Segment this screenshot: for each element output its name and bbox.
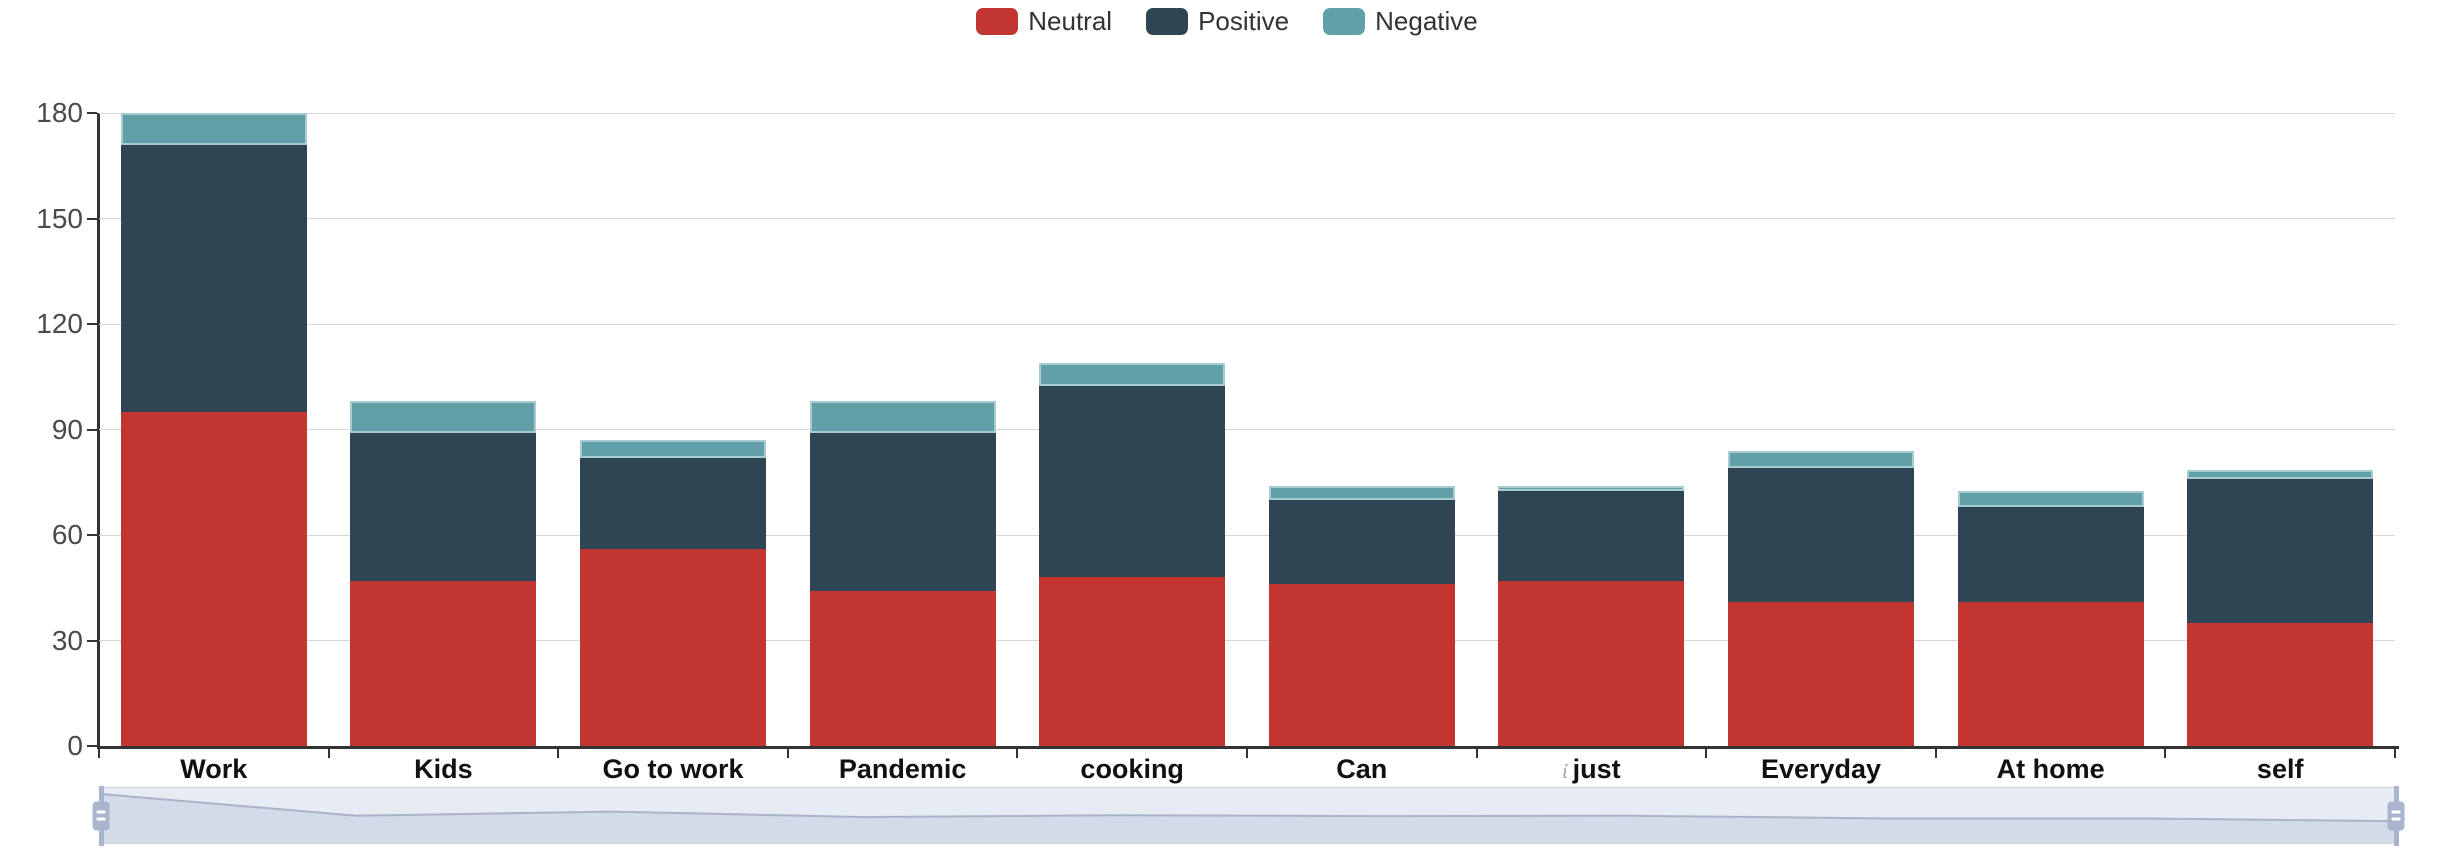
category-label-at-home: At home — [1996, 754, 2105, 784]
category-label-everyday: Everyday — [1760, 754, 1882, 784]
bar-segment-neutral-pandemic — [809, 591, 996, 746]
legend-label: Negative — [1375, 6, 1478, 36]
gridline-30 — [99, 640, 2395, 641]
bar-segment-negative-at-home — [1957, 491, 2144, 507]
x-axis-tick — [1475, 749, 1478, 758]
datazoom-shadow-chart — [101, 793, 2396, 843]
datazoom-slider[interactable] — [92, 786, 2405, 846]
gridline-90 — [99, 429, 2395, 430]
y-tick-label-90: 90 — [51, 413, 83, 445]
chart-legend: Neutral Positive Negative — [0, 6, 2454, 37]
gridline-60 — [99, 534, 2395, 536]
bar-segment-positive-work — [120, 144, 307, 412]
category-label-can: Can — [1336, 754, 1388, 784]
plot-area: 0 30 60 90 120 150 180 — [36, 99, 2399, 760]
bar-segment-negative-self — [2187, 469, 2374, 479]
bar-segment-negative-cooking — [1039, 362, 1226, 386]
category-label-pandemic: Pandemic — [838, 754, 967, 784]
bar-segment-neutral-at-home — [1957, 601, 2144, 746]
gridline-120 — [99, 323, 2395, 325]
bar-segment-neutral-kids — [350, 580, 537, 746]
bar-segment-negative-can — [1268, 485, 1455, 500]
category-label-work: Work — [180, 754, 248, 784]
legend-swatch-positive-icon — [1146, 8, 1189, 35]
legend-label: Neutral — [1028, 6, 1113, 36]
datazoom-shadow-area — [101, 794, 2396, 843]
bar-segment-positive-go-to-work — [580, 457, 766, 550]
stray-glyph: ί — [1562, 761, 1568, 783]
y-axis-tick — [87, 217, 97, 220]
bar-segment-neutral-go-to-work — [580, 549, 766, 746]
bar-segment-positive-can — [1268, 499, 1455, 585]
y-tick-label-120: 120 — [36, 308, 83, 339]
gridline-150 — [99, 218, 2395, 219]
bar-segment-negative-go-to-work — [580, 440, 766, 458]
bar-segment-positive-cooking — [1039, 385, 1226, 578]
datazoom-handle-right[interactable] — [2387, 801, 2405, 830]
legend-item-neutral[interactable]: Neutral — [976, 6, 1112, 37]
y-axis-tick — [87, 112, 97, 114]
category-label-self: self — [2256, 754, 2304, 784]
bar-segment-negative-kids — [350, 401, 537, 434]
x-axis-line — [97, 746, 2399, 749]
bar-segment-negative-just — [1498, 485, 1685, 492]
bar-segment-neutral-can — [1268, 584, 1455, 746]
y-tick-label-30: 30 — [51, 624, 83, 656]
bar-segment-neutral-self — [2187, 622, 2374, 746]
y-tick-label-60: 60 — [51, 519, 83, 550]
category-label-just: ί just — [1562, 754, 1621, 784]
x-axis-labels: Work Kids Go to work Pandemic cooking Can ί jus… — [99, 753, 2395, 793]
bar-segment-positive-everyday — [1728, 468, 1914, 602]
y-axis-tick — [87, 639, 97, 642]
legend-swatch-negative-icon — [1323, 8, 1366, 35]
grip-line — [96, 810, 106, 814]
x-axis-tick — [98, 749, 100, 758]
y-axis-tick — [87, 323, 97, 325]
y-axis-line — [97, 113, 100, 748]
y-tick-label-150: 150 — [36, 202, 83, 234]
bar-segment-positive-at-home — [1957, 506, 2144, 602]
bar-segment-neutral-work — [120, 411, 307, 746]
y-axis-tick — [87, 428, 97, 431]
x-axis-tick — [2394, 749, 2396, 758]
legend-item-positive[interactable]: Positive — [1146, 6, 1289, 37]
y-tick-label-0: 0 — [67, 730, 83, 761]
datazoom-shadow-line — [101, 793, 2396, 823]
category-label-kids: Kids — [414, 754, 473, 784]
x-axis-tick — [1934, 749, 1937, 758]
bar-segment-neutral-just — [1498, 580, 1685, 746]
grip-line — [96, 817, 106, 821]
x-axis-tick — [1246, 749, 1248, 758]
bar-segment-positive-just — [1498, 491, 1685, 581]
bar-segment-negative-pandemic — [809, 401, 996, 434]
legend-item-negative[interactable]: Negative — [1323, 6, 1478, 37]
legend-swatch-neutral-icon — [976, 8, 1019, 35]
gridline-180 — [99, 112, 2395, 114]
category-label-cooking: cooking — [1080, 754, 1184, 784]
grip-line — [2391, 810, 2401, 814]
legend-label: Positive — [1198, 6, 1290, 36]
bar-segment-positive-self — [2187, 478, 2374, 623]
y-axis-tick — [87, 745, 97, 747]
bar-segment-neutral-cooking — [1039, 577, 1226, 746]
x-axis-tick — [1016, 749, 1019, 758]
bar-segment-positive-kids — [350, 433, 537, 581]
bar-segment-neutral-everyday — [1728, 601, 1914, 746]
grip-line — [2391, 817, 2401, 821]
x-axis-tick — [2164, 749, 2167, 758]
datazoom-handle-left[interactable] — [92, 801, 110, 830]
y-tick-label-180: 180 — [36, 97, 83, 128]
x-axis-tick — [327, 749, 330, 758]
bar-segment-negative-work — [120, 113, 307, 145]
x-axis-tick — [557, 749, 560, 758]
category-label-go-to-work: Go to work — [602, 754, 744, 784]
bar-segment-negative-everyday — [1728, 450, 1914, 469]
bar-segment-positive-pandemic — [809, 433, 996, 592]
y-axis-tick — [87, 534, 97, 536]
x-axis-tick — [786, 749, 789, 758]
x-axis-tick — [1705, 749, 1708, 758]
